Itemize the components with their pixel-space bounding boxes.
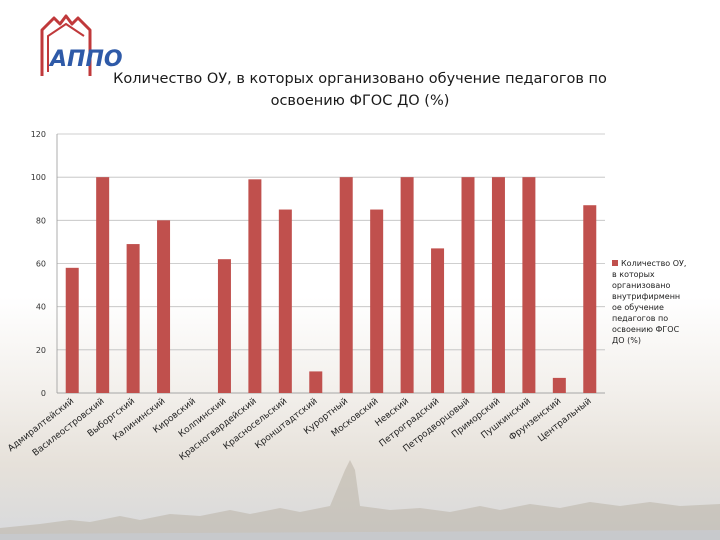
- y-tick-label: 40: [36, 303, 46, 312]
- bar: [522, 177, 536, 393]
- legend-swatch: [612, 260, 618, 266]
- chart-legend: Количество ОУ, в которых организовано внутр…: [612, 258, 712, 346]
- appo-logo: АППО: [40, 14, 123, 76]
- bar: [552, 377, 566, 393]
- bar: [491, 177, 505, 393]
- y-tick-label: 20: [36, 346, 46, 355]
- bar: [157, 220, 171, 393]
- kremlin-outline-icon: [40, 14, 92, 76]
- bar: [96, 177, 110, 393]
- bar: [431, 248, 445, 393]
- bar: [370, 209, 384, 393]
- bar: [126, 244, 140, 393]
- bar: [65, 267, 79, 393]
- bar: [583, 205, 597, 393]
- y-tick-label: 120: [31, 130, 46, 139]
- y-tick-label: 0: [41, 389, 46, 398]
- y-tick-label: 80: [36, 216, 46, 225]
- x-tick-label: Центральный: [536, 396, 593, 444]
- x-tick-label: Калининский: [111, 396, 167, 443]
- bar: [217, 259, 231, 393]
- bar: [309, 371, 323, 393]
- chart-title: Количество ОУ, в которых организовано об…: [113, 71, 607, 109]
- y-tick-label: 100: [31, 173, 46, 182]
- legend-label: Количество ОУ, в которых организовано внутр…: [612, 259, 687, 345]
- bar: [461, 177, 475, 393]
- bar: [339, 177, 353, 393]
- bar: [248, 179, 262, 393]
- bar: [400, 177, 414, 393]
- bar: [278, 209, 292, 393]
- y-tick-label: 60: [36, 260, 46, 269]
- logo-text: АППО: [48, 47, 123, 72]
